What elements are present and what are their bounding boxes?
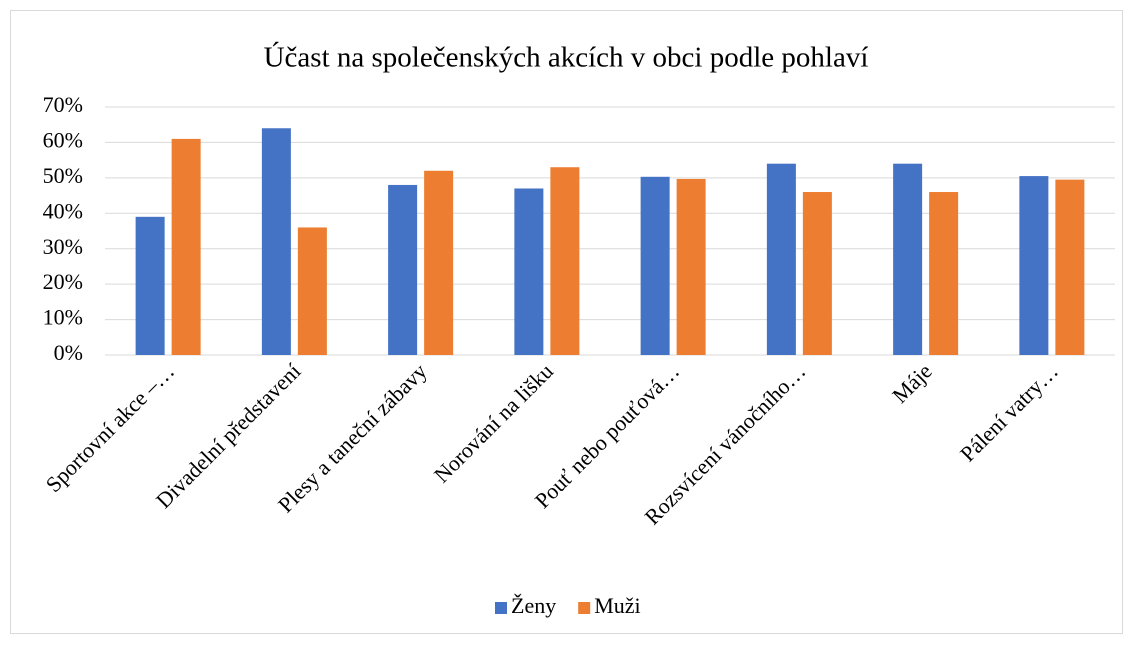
y-tick-label: 50% (43, 163, 83, 188)
y-tick-label: 0% (54, 340, 83, 365)
bar (676, 178, 706, 355)
y-tick-label: 20% (43, 269, 83, 294)
legend-swatch (578, 602, 591, 614)
bar (893, 163, 923, 355)
y-tick-label: 40% (43, 198, 83, 223)
bar (1055, 179, 1085, 355)
bar (1019, 176, 1049, 355)
legend-swatch (495, 602, 507, 614)
bar (424, 170, 454, 355)
bar (640, 176, 670, 355)
y-tick-label: 10% (43, 305, 83, 330)
bar (297, 227, 327, 355)
y-tick-label: 70% (43, 92, 83, 117)
legend-label: Muži (594, 593, 640, 618)
bar (261, 128, 291, 355)
bar (388, 184, 418, 355)
bar (766, 163, 796, 355)
chart-title: Účast na společenských akcích v obci pod… (264, 41, 869, 74)
bar (802, 192, 832, 355)
bar (171, 138, 201, 355)
legend-label: Ženy (511, 593, 556, 618)
bar (514, 188, 544, 355)
bar (929, 192, 959, 355)
y-tick-label: 60% (43, 127, 83, 152)
y-tick-label: 30% (43, 234, 83, 259)
bar (550, 167, 580, 355)
bar (135, 216, 165, 355)
